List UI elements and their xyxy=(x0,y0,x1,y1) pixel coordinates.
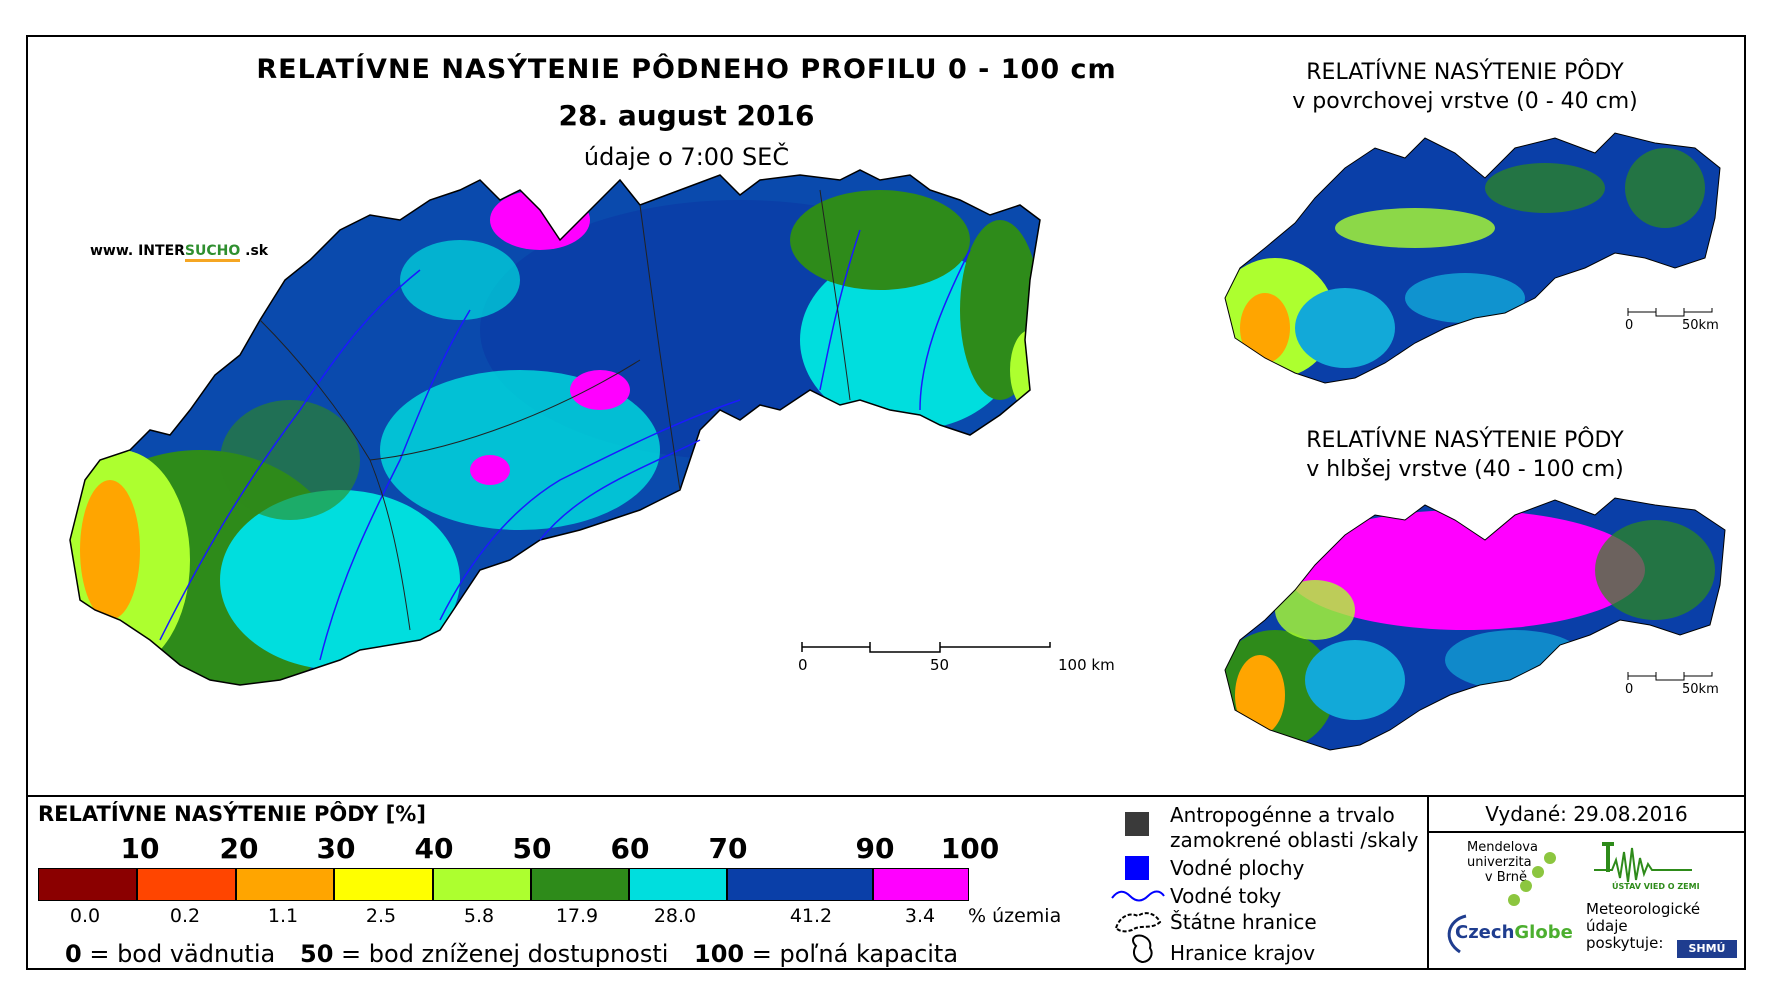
legend-swatch-7 xyxy=(727,868,873,901)
legend-tick-20: 20 xyxy=(219,832,259,865)
surface-map-title-1: RELATÍVNE NASÝTENIE PÔDY xyxy=(1306,60,1624,85)
page-title: RELATÍVNE NASÝTENIE PÔDNEHO PROFILU 0 - … xyxy=(256,54,1117,85)
region-border-icon xyxy=(1132,934,1153,964)
main-scale-bar xyxy=(801,642,1051,653)
legend-divider xyxy=(1427,795,1429,970)
legend-tick-90: 90 xyxy=(855,832,895,865)
map-date: 28. august 2016 xyxy=(558,99,815,132)
site-suffix: .sk xyxy=(240,243,269,259)
surface-scale-bar xyxy=(1627,308,1713,317)
main-scale-100: 100 km xyxy=(1058,656,1115,674)
legend-tick-10: 10 xyxy=(120,832,160,865)
river-icon xyxy=(1111,890,1165,902)
anthropogenic-swatch xyxy=(1125,812,1149,836)
legend-share-2: 1.1 xyxy=(267,905,299,927)
issued-divider xyxy=(1427,831,1746,833)
legend-tick-50: 50 xyxy=(512,832,552,865)
legend-share-unit: % územia xyxy=(968,905,1062,927)
note-wilting-point: 0 = bod vädnutia xyxy=(65,940,276,968)
water-bodies-swatch xyxy=(1125,856,1149,880)
legend-swatch-6 xyxy=(629,868,727,901)
legend-tick-60: 60 xyxy=(610,832,650,865)
deep-scale-0: 0 xyxy=(1625,682,1634,697)
legend-swatch-4 xyxy=(433,868,531,901)
uvgz-seismo-icon xyxy=(1594,842,1692,883)
legend-share-4: 5.8 xyxy=(463,905,495,927)
czechglobe-arc-icon xyxy=(1447,914,1467,954)
anthropogenic-label-1: Antropogénne a trvalo xyxy=(1170,803,1395,827)
site-prefix: www. INTER xyxy=(90,243,185,259)
legend-share-1: 0.2 xyxy=(169,905,201,927)
legend-tick-70: 70 xyxy=(708,832,748,865)
surface-soil-moisture-map xyxy=(1224,132,1721,384)
mendel-logo-text: Mendelova univerzita v Brně xyxy=(1467,840,1538,885)
main-soil-moisture-map xyxy=(69,169,1041,686)
state-border-label: Štátne hranice xyxy=(1170,910,1317,934)
legend-share-0: 0.0 xyxy=(69,905,101,927)
mendel-dots-icon xyxy=(1508,852,1556,906)
meteo-credit-text: Meteorologické údaje poskytuje: xyxy=(1586,900,1701,952)
legend-swatch-2 xyxy=(236,868,334,901)
note-reduced-availability: 50 = bod zníženej dostupnosti xyxy=(300,940,669,968)
legend-share-3: 2.5 xyxy=(365,905,397,927)
shmu-logo: SHMÚ xyxy=(1677,940,1737,958)
surface-map-title-2: v povrchovej vrstve (0 - 40 cm) xyxy=(1292,89,1638,114)
legend-swatch-5 xyxy=(531,868,629,901)
deep-map-title-2: v hlbšej vrstve (40 - 100 cm) xyxy=(1306,457,1624,482)
water-bodies-label: Vodné plochy xyxy=(1170,856,1305,880)
deep-scale-50: 50km xyxy=(1682,682,1719,697)
legend-share-8: 3.4 xyxy=(904,905,936,927)
legend-title: RELATÍVNE NASÝTENIE PÔDY [%] xyxy=(38,802,426,826)
rivers-label: Vodné toky xyxy=(1170,884,1282,908)
anthropogenic-label-2: zamokrené oblasti /skaly xyxy=(1170,828,1419,852)
surface-scale-50: 50km xyxy=(1682,318,1719,333)
surface-scale-0: 0 xyxy=(1625,318,1634,333)
deep-map-title-1: RELATÍVNE NASÝTENIE PÔDY xyxy=(1306,428,1624,453)
issued-date: Vydané: 29.08.2016 xyxy=(1485,802,1688,826)
legend-share-7: 41.2 xyxy=(789,905,833,927)
legend-tick-40: 40 xyxy=(414,832,454,865)
site-brand: SUCHO xyxy=(184,243,241,262)
uvgz-logo-text: ÚSTAV VIED O ZEMI xyxy=(1612,882,1700,891)
note-field-capacity: 100 = poľná kapacita xyxy=(694,940,959,968)
legend-swatch-3 xyxy=(334,868,433,901)
legend-swatch-0 xyxy=(38,868,137,901)
state-border-icon xyxy=(1114,912,1162,933)
deep-scale-bar xyxy=(1627,672,1713,681)
legend-swatch-8 xyxy=(873,868,969,901)
legend-tick-100: 100 xyxy=(940,832,1000,865)
main-scale-50: 50 xyxy=(930,656,950,674)
legend-swatch-1 xyxy=(137,868,236,901)
legend-share-6: 28.0 xyxy=(653,905,697,927)
main-scale-0: 0 xyxy=(798,656,808,674)
legend-share-5: 17.9 xyxy=(555,905,599,927)
website-link[interactable]: www. INTERSUCHO .sk xyxy=(90,243,269,262)
deep-soil-moisture-map xyxy=(1224,497,1726,751)
czechglobe-logo: CzechGlobe xyxy=(1455,922,1573,943)
data-time: údaje o 7:00 SEČ xyxy=(583,143,790,171)
legend-panel xyxy=(26,795,1746,970)
region-border-label: Hranice krajov xyxy=(1170,941,1316,965)
legend-tick-30: 30 xyxy=(316,832,356,865)
